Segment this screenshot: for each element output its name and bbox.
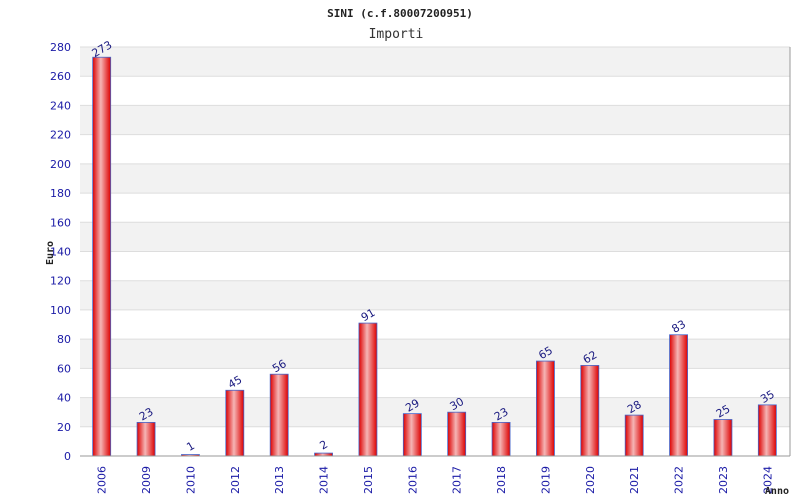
grid-band — [80, 105, 790, 135]
bar — [536, 360, 555, 457]
bar — [136, 422, 156, 457]
bar — [757, 404, 777, 457]
bar — [447, 411, 467, 457]
y-tick-label: 280 — [50, 41, 71, 54]
x-axis-ticks: 2006 2009 2010 2012 2013 2014 2015 2016 2017 2018… — [96, 466, 775, 494]
y-tick-label: 100 — [50, 304, 71, 317]
x-tick-label: 2013 — [273, 466, 286, 494]
data-label: 23 — [492, 405, 511, 423]
y-tick-label: 220 — [50, 129, 71, 142]
y-tick-label: 180 — [50, 187, 71, 200]
data-label: 1 — [184, 439, 197, 454]
data-label: 65 — [536, 344, 555, 362]
x-tick-label: 2022 — [673, 466, 686, 494]
bar — [358, 322, 378, 457]
bar — [225, 389, 245, 457]
data-label: 2 — [318, 438, 331, 453]
x-tick-label: 2016 — [406, 466, 419, 494]
data-label: 30 — [448, 395, 467, 413]
x-tick-label: 2010 — [184, 466, 197, 494]
y-tick-label: 160 — [50, 216, 71, 229]
data-label: 28 — [625, 398, 644, 416]
bar — [402, 413, 422, 457]
bar — [713, 419, 733, 457]
y-tick-label: 40 — [57, 392, 71, 405]
x-tick-label: 2015 — [362, 466, 375, 494]
y-tick-label: 0 — [64, 450, 71, 463]
data-label: 35 — [758, 388, 777, 406]
bar — [269, 373, 289, 457]
bar — [669, 334, 688, 457]
x-axis-label: Anno — [765, 486, 789, 497]
grid-band — [80, 47, 790, 77]
y-tick-label: 200 — [50, 158, 71, 171]
data-label: 91 — [359, 306, 378, 324]
data-label: 62 — [581, 348, 600, 366]
y-tick-label: 60 — [57, 362, 71, 375]
x-tick-label: 2021 — [628, 466, 641, 494]
data-label: 23 — [137, 405, 156, 423]
x-tick-label: 2009 — [140, 466, 153, 494]
grid-band — [80, 222, 790, 252]
y-tick-label: 20 — [57, 421, 71, 434]
bar — [92, 56, 112, 457]
x-tick-label: 2012 — [229, 466, 242, 494]
x-tick-label: 2018 — [495, 466, 508, 494]
grid-band — [80, 163, 790, 194]
bar — [491, 422, 511, 457]
y-tick-label: 140 — [50, 246, 71, 259]
data-label: 29 — [403, 396, 422, 414]
x-tick-label: 2014 — [318, 466, 331, 494]
x-tick-label: 2023 — [717, 466, 730, 494]
data-label: 83 — [670, 318, 689, 336]
chart-subtitle: Importi — [369, 27, 424, 42]
y-axis-ticks: 0 20 40 60 80 100 120 140 160 180 200 220 240 260 280 — [50, 41, 71, 463]
grid-band — [80, 280, 790, 310]
bar — [580, 365, 600, 457]
data-label: 45 — [226, 373, 245, 391]
x-tick-label: 2017 — [451, 466, 464, 494]
x-tick-label: 2024 — [761, 466, 774, 494]
y-tick-label: 260 — [50, 70, 71, 83]
y-axis-label: Euro — [45, 241, 56, 265]
y-tick-label: 80 — [57, 333, 71, 346]
x-tick-label: 2019 — [539, 466, 552, 494]
chart-title: SINI (c.f.80007200951) — [327, 7, 473, 20]
x-tick-label: 2020 — [584, 466, 597, 494]
y-tick-label: 240 — [50, 99, 71, 112]
y-tick-label: 120 — [50, 275, 71, 288]
bar — [624, 414, 644, 457]
x-tick-label: 2006 — [96, 466, 109, 494]
data-label: 56 — [270, 357, 289, 375]
data-label: 25 — [714, 402, 733, 420]
